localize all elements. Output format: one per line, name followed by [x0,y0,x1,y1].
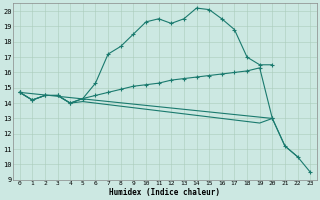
X-axis label: Humidex (Indice chaleur): Humidex (Indice chaleur) [109,188,220,197]
